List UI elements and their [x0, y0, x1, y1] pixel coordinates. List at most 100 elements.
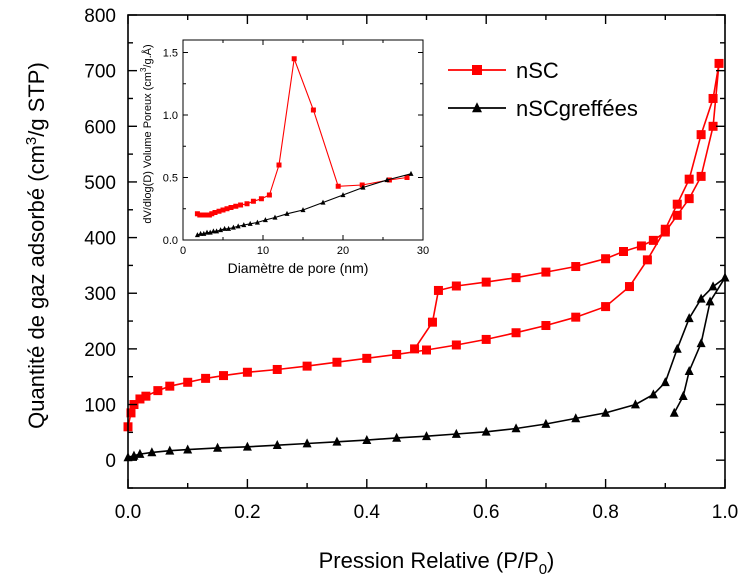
inset-data-point-nscgreffées	[210, 228, 216, 234]
y-tick-label: 100	[84, 396, 116, 417]
data-point-nsc	[684, 194, 694, 204]
data-point-nsc	[511, 328, 521, 338]
y-axis-title-text: Quantité de gaz adsorbé (cm	[24, 145, 49, 429]
data-point-nscgreffées	[272, 440, 282, 449]
inset-data-point-nscgreffées	[360, 184, 366, 190]
x-tick-label: 0.8	[592, 502, 618, 523]
data-point-nscgreffées	[684, 313, 694, 323]
inset-series-line-nscgreffées	[197, 173, 412, 236]
data-point-nsc	[481, 334, 491, 344]
inset-data-point-nscgreffées	[222, 225, 228, 231]
x-tick-label: 0.4	[354, 502, 381, 523]
data-point-nsc	[410, 344, 420, 354]
y-tick-label: 0	[105, 451, 116, 472]
data-point-nsc	[571, 262, 581, 272]
data-point-nsc	[541, 321, 551, 331]
data-point-nsc	[422, 345, 431, 355]
data-point-nscgreffées	[541, 418, 551, 428]
inset-data-point-nscgreffées	[194, 232, 200, 238]
inset-data-point-nscgreffées	[284, 210, 290, 216]
inset-data-point-nsc	[359, 182, 365, 188]
inset-data-point-nscgreffées	[204, 229, 210, 235]
data-point-nsc	[541, 267, 551, 277]
y-tick-label: 400	[84, 229, 116, 250]
inset-data-point-nsc	[335, 183, 341, 189]
inset-data-point-nscgreffées	[272, 214, 278, 220]
inset-data-point-nsc	[209, 211, 215, 217]
x-tick-label: 0.0	[115, 502, 141, 523]
inset-x-axis-title: Diamètre de pore (nm)	[228, 260, 369, 276]
data-point-nsc	[672, 210, 682, 220]
data-point-nsc	[708, 93, 718, 103]
data-point-nscgreffées	[669, 407, 679, 417]
inset-data-point-nsc	[291, 56, 297, 62]
y-axis-title-sup: 3	[23, 137, 40, 145]
y-tick-label: 800	[84, 6, 116, 27]
data-point-nscgreffées	[422, 431, 431, 441]
inset-x-tick-label: 20	[337, 245, 349, 257]
inset-data-point-nsc	[250, 198, 256, 204]
data-point-nscgreffées	[362, 435, 372, 444]
data-point-nsc	[165, 381, 175, 391]
data-point-nsc	[601, 302, 611, 312]
data-point-nscgreffées	[451, 428, 461, 438]
inset-x-tick-label: 30	[417, 245, 429, 257]
data-point-nscgreffées	[708, 281, 718, 291]
data-point-nsc	[571, 312, 581, 322]
inset-data-point-nsc	[212, 210, 218, 215]
inset-y-axis-title-end: /g.Å)	[141, 44, 154, 67]
inset-y-tick-label: 1.5	[163, 48, 178, 60]
legend-marker-nscgreffées	[472, 102, 482, 113]
data-point-nsc	[708, 121, 718, 131]
data-point-nscgreffées	[135, 448, 145, 458]
inset-data-point-nsc	[228, 205, 234, 210]
data-point-nsc	[636, 241, 646, 251]
inset-data-point-nscgreffées	[235, 223, 241, 229]
inset-data-point-nscgreffées	[262, 217, 268, 223]
inset-data-point-nsc	[233, 203, 239, 209]
inset-data-point-nsc	[244, 201, 250, 207]
inset-data-point-nsc	[386, 177, 392, 183]
data-point-nsc	[619, 247, 629, 256]
inset-data-point-nscgreffées	[214, 228, 220, 234]
y-axis-title-end: /g STP)	[24, 62, 49, 137]
data-point-nscgreffées	[684, 366, 694, 375]
data-point-nsc	[219, 371, 229, 381]
inset-data-point-nsc	[224, 206, 230, 212]
inset-data-point-nscgreffées	[320, 199, 326, 205]
inset-data-point-nscgreffées	[254, 219, 260, 225]
x-tick-label: 0.2	[234, 502, 260, 523]
inset-data-point-nscgreffées	[340, 192, 346, 198]
inset-data-point-nsc	[266, 192, 272, 198]
data-point-nscgreffées	[481, 426, 491, 436]
data-point-nsc	[362, 353, 372, 363]
data-point-nsc	[242, 367, 252, 377]
inset-data-point-nscgreffées	[408, 170, 414, 176]
data-point-nscgreffées	[213, 442, 223, 452]
inset-series-line-nsc	[197, 58, 408, 216]
data-point-nsc	[392, 349, 402, 359]
inset-data-point-nsc	[310, 107, 316, 113]
x-axis-title-sub: 0	[539, 561, 547, 578]
inset-y-tick-label: 0.0	[163, 235, 178, 247]
data-point-nsc	[427, 317, 437, 327]
legend-marker-nsc	[472, 65, 482, 75]
data-point-nsc	[201, 373, 211, 383]
data-point-nsc	[672, 199, 682, 209]
data-point-nsc	[302, 361, 312, 371]
inset-data-point-nscgreffées	[241, 222, 247, 228]
legend-label-nscgreffées: nSCgreffées	[516, 96, 638, 121]
data-point-nscgreffées	[147, 447, 157, 457]
inset-y-tick-label: 0.5	[163, 173, 178, 185]
data-point-nsc	[272, 364, 282, 374]
data-point-nsc	[684, 174, 694, 184]
data-point-nscgreffées	[571, 413, 581, 423]
y-tick-label: 500	[84, 173, 116, 194]
data-point-nscgreffées	[242, 441, 252, 451]
inset-data-point-nsc	[238, 202, 244, 208]
inset-data-point-nsc	[404, 175, 410, 180]
data-point-nscgreffées	[672, 343, 682, 353]
data-point-nsc	[660, 227, 670, 237]
inset-data-point-nsc	[220, 207, 226, 213]
